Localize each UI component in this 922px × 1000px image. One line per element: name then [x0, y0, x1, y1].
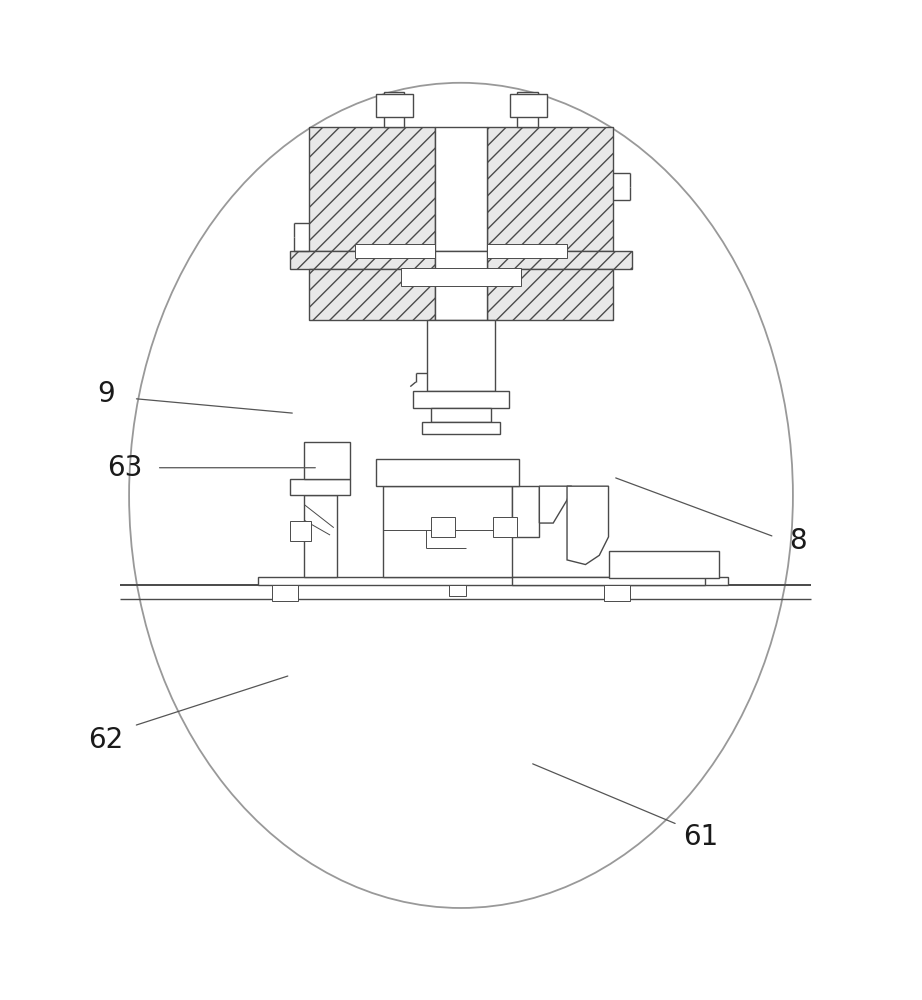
Bar: [304, 495, 337, 577]
Bar: [376, 94, 413, 117]
Polygon shape: [309, 269, 435, 320]
Bar: [435, 251, 487, 269]
Bar: [431, 408, 491, 422]
Bar: [376, 459, 519, 486]
Text: 61: 61: [683, 823, 718, 851]
Text: 8: 8: [788, 527, 807, 555]
Text: 63: 63: [107, 454, 142, 482]
Polygon shape: [487, 127, 613, 251]
Bar: [290, 521, 311, 541]
Bar: [487, 244, 567, 258]
Bar: [493, 517, 517, 537]
Text: 62: 62: [89, 726, 124, 754]
Bar: [604, 585, 630, 601]
Bar: [435, 269, 487, 320]
Bar: [258, 577, 728, 585]
Bar: [510, 94, 547, 117]
Bar: [272, 585, 298, 601]
Bar: [304, 442, 350, 479]
Bar: [512, 577, 705, 585]
Bar: [435, 127, 487, 251]
Polygon shape: [290, 251, 435, 269]
Bar: [384, 92, 404, 127]
Bar: [427, 320, 495, 391]
Polygon shape: [309, 127, 435, 251]
Bar: [431, 517, 455, 537]
Polygon shape: [487, 251, 632, 269]
Text: 9: 9: [97, 380, 115, 408]
Bar: [609, 551, 719, 578]
Polygon shape: [567, 486, 609, 565]
Bar: [449, 585, 466, 596]
Polygon shape: [539, 486, 572, 523]
Bar: [290, 479, 350, 495]
Bar: [383, 486, 512, 577]
Bar: [413, 391, 509, 408]
Polygon shape: [487, 269, 613, 320]
Bar: [355, 244, 435, 258]
Bar: [512, 486, 539, 537]
Bar: [517, 92, 538, 127]
Bar: [422, 422, 500, 434]
Bar: [401, 268, 521, 286]
